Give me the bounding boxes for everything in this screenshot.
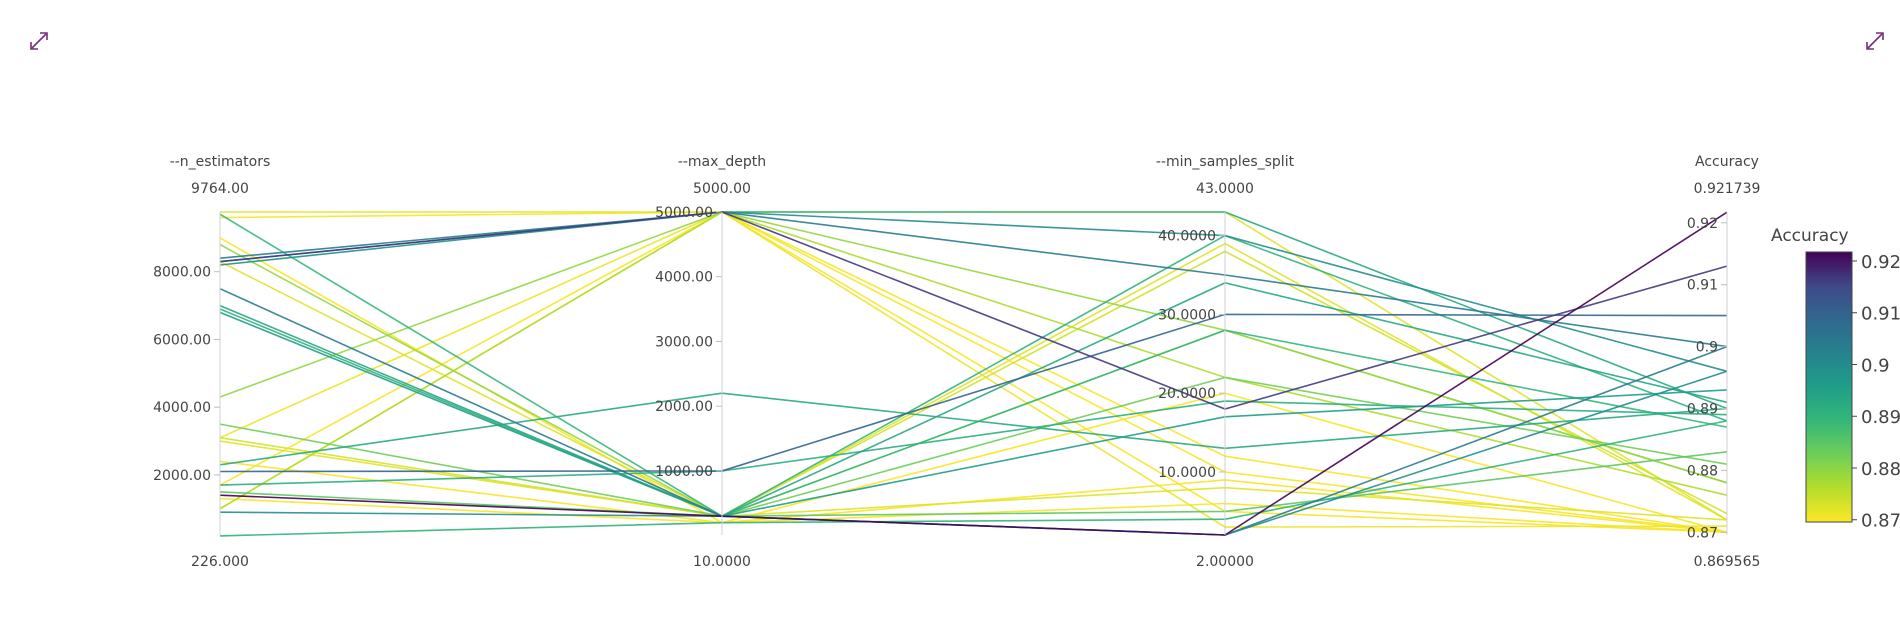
axis-min-label: 226.000 [191, 554, 249, 570]
data-line [219, 451, 1728, 518]
expand-arrows-icon [1866, 32, 1884, 50]
colorbar-gradient [1805, 251, 1853, 523]
data-line [219, 211, 1728, 534]
data-lines [219, 211, 1728, 537]
colorbar-tick-label: 0.9 [1861, 355, 1890, 376]
data-line [219, 213, 1728, 518]
tick-label: 1000.00 [655, 464, 713, 480]
tick-label: 4000.00 [655, 270, 713, 286]
axes: --n_estimators 9764.00 226.000 2000.00 4000.… [153, 154, 1760, 570]
axis-title: --max_depth [678, 154, 766, 170]
data-line [219, 211, 1728, 348]
tick-label: 0.91 [1687, 278, 1718, 294]
data-line [219, 211, 1728, 373]
tick-label: 30.0000 [1158, 307, 1216, 323]
data-line [219, 313, 1728, 473]
expand-icon-left[interactable] [26, 28, 52, 54]
axis-min-label: 2.00000 [1196, 554, 1254, 570]
tick-label: 0.9 [1696, 340, 1718, 356]
tick-label: 4000.00 [153, 400, 211, 416]
colorbar-tick-label: 0.87 [1861, 511, 1900, 532]
axis-min-label: 10.0000 [693, 554, 751, 570]
colorbar-tick-label: 0.88 [1861, 459, 1900, 480]
axis-title: --min_samples_split [1156, 154, 1295, 170]
data-line [219, 211, 1728, 534]
tick-label: 8000.00 [153, 265, 211, 281]
data-line [219, 420, 1728, 537]
data-line [219, 311, 1728, 518]
axis-title: --n_estimators [170, 154, 271, 170]
data-line [219, 234, 1728, 518]
data-line [219, 211, 1728, 534]
tick-label: 0.89 [1687, 401, 1718, 417]
tick-label: 2000.00 [153, 468, 211, 484]
data-line [219, 282, 1728, 518]
tick-label: 10.0000 [1158, 465, 1216, 481]
data-line [219, 211, 1728, 510]
expand-arrows-icon [30, 32, 48, 50]
expand-icon-right[interactable] [1862, 28, 1888, 54]
colorbar-tick-label: 0.91 [1861, 304, 1900, 325]
axis-3[interactable]: --min_samples_split 43.0000 2.00000 10.0000… [1156, 154, 1295, 570]
colorbar-tick-label: 0.92 [1861, 252, 1900, 273]
tick-label: 0.92 [1687, 216, 1718, 232]
data-line [219, 400, 1728, 486]
tick-label: 2000.00 [655, 399, 713, 415]
axis-max-label: 43.0000 [1196, 181, 1254, 197]
tick-label: 0.88 [1687, 463, 1718, 479]
axis-title: Accuracy [1695, 154, 1759, 170]
tick-label: 0.87 [1687, 525, 1718, 541]
data-line [219, 211, 1728, 410]
data-line [219, 392, 1728, 534]
tick-label: 5000.00 [655, 205, 713, 221]
colorbar: Accuracy 0.87 0.88 0.89 0.9 0.91 0.92 [1771, 226, 1900, 532]
axis-max-label: 0.921739 [1694, 181, 1761, 197]
data-line [219, 211, 1728, 536]
data-line [219, 211, 1728, 528]
tick-label: 20.0000 [1158, 386, 1216, 402]
data-line [219, 392, 1728, 466]
tick-label: 40.0000 [1158, 229, 1216, 245]
colorbar-title: Accuracy [1771, 226, 1849, 246]
axis-2[interactable]: --max_depth 5000.00 10.0000 1000.00 2000.00 3… [655, 154, 766, 570]
data-line [219, 237, 1728, 534]
colorbar-tick-label: 0.89 [1861, 407, 1900, 428]
tick-label: 3000.00 [655, 334, 713, 350]
axis-max-label: 9764.00 [191, 181, 249, 197]
axis-max-label: 5000.00 [693, 181, 751, 197]
tick-label: 6000.00 [153, 332, 211, 348]
axis-4[interactable]: Accuracy 0.921739 0.869565 0.87 0.88 0.89 0.9 0… [1687, 154, 1761, 570]
data-line [219, 250, 1728, 518]
data-line [219, 376, 1728, 518]
axis-min-label: 0.869565 [1694, 554, 1761, 570]
data-line [219, 211, 1728, 484]
axis-1[interactable]: --n_estimators 9764.00 226.000 2000.00 4000.… [153, 154, 270, 570]
